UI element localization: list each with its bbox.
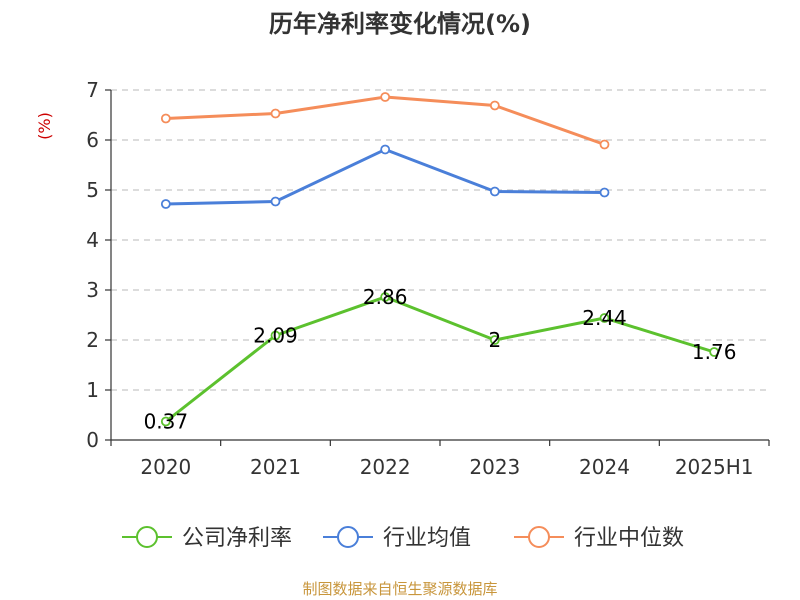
data-point	[380, 92, 391, 102]
data-point	[489, 100, 500, 111]
data-point	[160, 113, 171, 124]
y-tick-label: 2	[86, 328, 99, 352]
y-tick-label: 5	[86, 178, 99, 202]
legend[interactable]: 公司净利率 行业均值 行业中位数	[122, 526, 684, 551]
data-label: 2.86	[363, 285, 408, 309]
legend-item[interactable]: 公司净利率	[122, 526, 292, 551]
data-point	[599, 187, 610, 198]
data-point	[380, 292, 391, 302]
data-point	[599, 313, 610, 323]
legend-marker	[337, 526, 359, 548]
axes: 0 1 2 3 4 5 6 7 2020 2021 2022 2023 2024 2025H1	[86, 78, 770, 479]
x-tick-label: 2022	[360, 455, 411, 479]
data-point	[709, 347, 720, 357]
y-tick-label: 4	[86, 228, 99, 252]
data-label: 1.76	[692, 340, 737, 364]
data-point	[270, 108, 281, 119]
data-point	[270, 196, 281, 207]
data-point	[160, 199, 171, 209]
legend-label: 行业均值	[383, 526, 471, 551]
x-tick-label: 2023	[469, 455, 520, 479]
legend-item[interactable]: 行业均值	[323, 526, 471, 551]
series-line	[164, 295, 715, 423]
grid-lines	[111, 89, 769, 391]
data-point	[489, 186, 500, 197]
data-label: 0.37	[144, 410, 189, 434]
series-line	[165, 148, 605, 206]
x-tick-label: 2021	[250, 455, 301, 479]
data-point	[270, 330, 281, 341]
x-tick-label: 2020	[140, 455, 191, 479]
series-layer	[160, 92, 720, 427]
data-label: 2	[488, 328, 501, 352]
series-line	[165, 95, 606, 146]
legend-marker	[136, 526, 158, 548]
chart-title: 历年净利率变化情况(%)	[269, 10, 531, 38]
legend-marker	[528, 526, 550, 548]
legend-label: 公司净利率	[182, 526, 292, 551]
data-point	[599, 139, 610, 150]
y-tick-label: 0	[86, 428, 99, 452]
data-point	[489, 335, 500, 345]
data-label: 2.44	[582, 306, 627, 330]
x-tick-label: 2025H1	[675, 455, 754, 479]
x-tick-label: 2024	[579, 455, 630, 479]
legend-label: 行业中位数	[574, 526, 684, 551]
data-point	[160, 416, 171, 427]
y-tick-label: 6	[86, 128, 99, 152]
y-tick-label: 1	[86, 378, 99, 402]
data-labels: 0.37 2.09 2.86 2 2.44 1.76	[144, 285, 737, 434]
data-point	[380, 144, 391, 155]
y-tick-label: 3	[86, 278, 99, 302]
y-tick-label: 7	[86, 78, 99, 102]
legend-item[interactable]: 行业中位数	[514, 526, 684, 551]
source-note: 制图数据来自恒生聚源数据库	[302, 580, 497, 598]
y-axis-label: (%)	[35, 112, 54, 140]
data-label: 2.09	[253, 324, 298, 348]
